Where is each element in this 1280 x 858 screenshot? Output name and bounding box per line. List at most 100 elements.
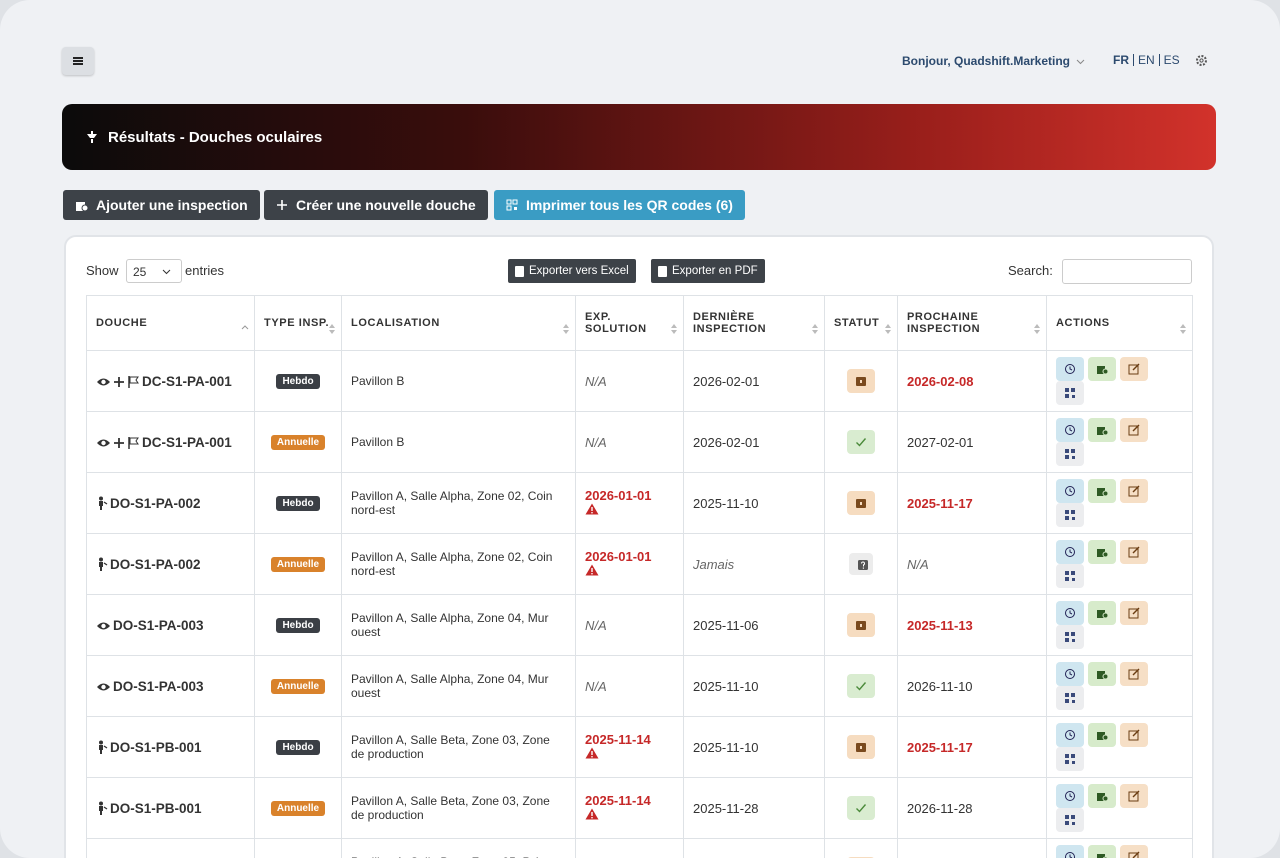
export-excel-button[interactable]: Exporter vers Excel [508, 259, 636, 283]
qr-button[interactable] [1056, 503, 1084, 527]
edit-button[interactable] [1120, 845, 1148, 858]
edit-button[interactable] [1120, 784, 1148, 808]
cell [1046, 472, 1193, 534]
column-header[interactable]: TYPE INSP. [254, 295, 342, 351]
qr-button[interactable] [1056, 564, 1084, 588]
inspection-type-badge: Annuelle [270, 557, 326, 572]
qr-button[interactable] [1056, 442, 1084, 466]
cell: 2025-11-14 [575, 777, 684, 839]
action-icon [1065, 791, 1075, 801]
add-inspection-button[interactable]: Ajouter une inspection [63, 190, 260, 220]
history-button[interactable] [1056, 357, 1084, 381]
action-icon [1128, 607, 1140, 619]
qr-button[interactable] [1056, 381, 1084, 405]
qr-button[interactable] [1056, 747, 1084, 771]
edit-button[interactable] [1120, 723, 1148, 747]
table-card: Show 25 entries Exporter vers Excel Expo… [64, 235, 1214, 858]
person-icon [99, 557, 108, 571]
add-inspection-button[interactable] [1088, 845, 1116, 858]
create-shower-button[interactable]: Créer une nouvelle douche [264, 190, 488, 220]
user-menu[interactable]: Bonjour, Quadshift.Marketing [902, 54, 1085, 68]
add-inspection-button[interactable] [1088, 601, 1116, 625]
export-pdf-button[interactable]: Exporter en PDF [651, 259, 765, 283]
shower-code: DO-S1-PA-002 [110, 495, 201, 511]
column-title: ACTIONS [1056, 317, 1110, 329]
menu-button[interactable] [62, 47, 94, 75]
language[interactable]: FR [1113, 53, 1129, 67]
qr-button[interactable] [1056, 808, 1084, 832]
column-header[interactable]: DOUCHE [86, 295, 255, 351]
location: Pavillon B [351, 435, 405, 449]
column-header[interactable]: PROCHAINE INSPECTION [897, 295, 1047, 351]
edit-button[interactable] [1120, 357, 1148, 381]
print-qr-button[interactable]: Imprimer tous les QR codes (6) [494, 190, 745, 220]
history-button[interactable] [1056, 662, 1084, 686]
warning-icon [585, 564, 599, 576]
action-icon [1065, 425, 1075, 435]
edit-button[interactable] [1120, 662, 1148, 686]
cell: Jamais [683, 533, 825, 595]
cell: 2025-11-14 [575, 716, 684, 778]
icon [76, 201, 88, 211]
add-inspection-button[interactable] [1088, 723, 1116, 747]
add-inspection-button[interactable] [1088, 784, 1116, 808]
button-label: Imprimer tous les QR codes (6) [526, 197, 733, 213]
page-banner: Résultats - Douches oculaires [62, 104, 1216, 170]
edit-button[interactable] [1120, 479, 1148, 503]
location: Pavillon A, Salle Alpha, Zone 04, Mur ou… [351, 672, 549, 700]
language[interactable]: ES [1158, 54, 1184, 66]
history-button[interactable] [1056, 784, 1084, 808]
column-header[interactable]: EXP. SOLUTION [575, 295, 684, 351]
last-inspection: 2026-02-01 [693, 373, 760, 389]
add-inspection-button[interactable] [1088, 357, 1116, 381]
column-title: STATUT [834, 317, 880, 329]
qr-button[interactable] [1056, 686, 1084, 710]
cell: Pavillon A, Salle Alpha, Zone 02, Coin n… [341, 472, 576, 534]
column-header[interactable]: DERNIÈRE INSPECTION [683, 295, 825, 351]
cell [824, 533, 898, 595]
qr-button[interactable] [1056, 625, 1084, 649]
cell: N/A [575, 411, 684, 473]
button-label: Exporter en PDF [672, 265, 758, 277]
add-inspection-button[interactable] [1088, 662, 1116, 686]
cell: N/A [575, 655, 684, 717]
cell: N/A [897, 533, 1047, 595]
expiry-date: N/A [585, 678, 607, 694]
action-icon [1065, 754, 1075, 764]
action-icon [1065, 815, 1075, 825]
action-icon [1065, 388, 1075, 398]
column-header[interactable]: LOCALISATION [341, 295, 576, 351]
action-icon [1128, 851, 1140, 858]
history-button[interactable] [1056, 845, 1084, 858]
history-button[interactable] [1056, 479, 1084, 503]
add-inspection-button[interactable] [1088, 540, 1116, 564]
cell: Pavillon A, Salle Beta, Zone 03, Zone de… [341, 716, 576, 778]
search-input[interactable] [1062, 259, 1192, 284]
status-badge [847, 735, 875, 759]
history-button[interactable] [1056, 723, 1084, 747]
warning-icon [585, 503, 599, 515]
add-inspection-button[interactable] [1088, 479, 1116, 503]
status-badge [849, 553, 873, 575]
page-size-select[interactable]: 25 [126, 259, 182, 283]
add-inspection-button[interactable] [1088, 418, 1116, 442]
next-inspection: 2025-11-17 [907, 739, 973, 755]
history-button[interactable] [1056, 601, 1084, 625]
column-title: EXP. SOLUTION [585, 311, 647, 335]
language[interactable]: EN [1133, 54, 1159, 66]
cell: 2026-11-28 [897, 777, 1047, 839]
column-header[interactable]: ACTIONS [1046, 295, 1193, 351]
person-icon [99, 801, 108, 815]
edit-button[interactable] [1120, 418, 1148, 442]
column-header[interactable]: STATUT [824, 295, 898, 351]
table-body: DC-S1-PA-001 Hebdo Pavillon B N/A 2026-02-01… [86, 350, 1193, 858]
expiry-date: 2026-01-01 [585, 488, 652, 503]
history-button[interactable] [1056, 540, 1084, 564]
edit-button[interactable] [1120, 540, 1148, 564]
inspection-type-badge: Hebdo [276, 496, 320, 511]
settings-icon[interactable] [1195, 54, 1208, 67]
edit-button[interactable] [1120, 601, 1148, 625]
history-button[interactable] [1056, 418, 1084, 442]
cell [824, 655, 898, 717]
